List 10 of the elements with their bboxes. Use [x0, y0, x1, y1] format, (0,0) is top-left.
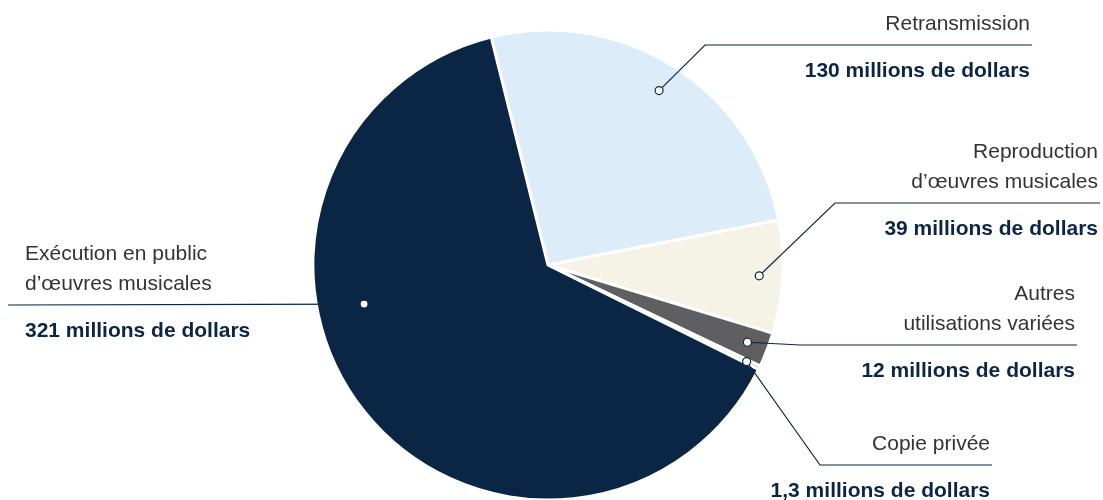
slice-label: Retransmission — [885, 11, 1030, 34]
data-label: 12 millions de dollars — [861, 358, 1075, 381]
slice-label: Autres utilisations variées — [903, 281, 1075, 334]
data-label: 321 millions de dollars — [25, 318, 251, 341]
data-label: 1,3 millions de dollars — [770, 478, 990, 500]
slice-label: Copie privée — [872, 431, 990, 454]
slice-label: Reproduction d’œuvres musicales — [911, 139, 1098, 192]
data-label: 39 millions de dollars — [884, 216, 1098, 239]
slice-label: Exécution en public d’œuvres musicales — [25, 241, 212, 294]
data-label: 130 millions de dollars — [804, 58, 1030, 81]
